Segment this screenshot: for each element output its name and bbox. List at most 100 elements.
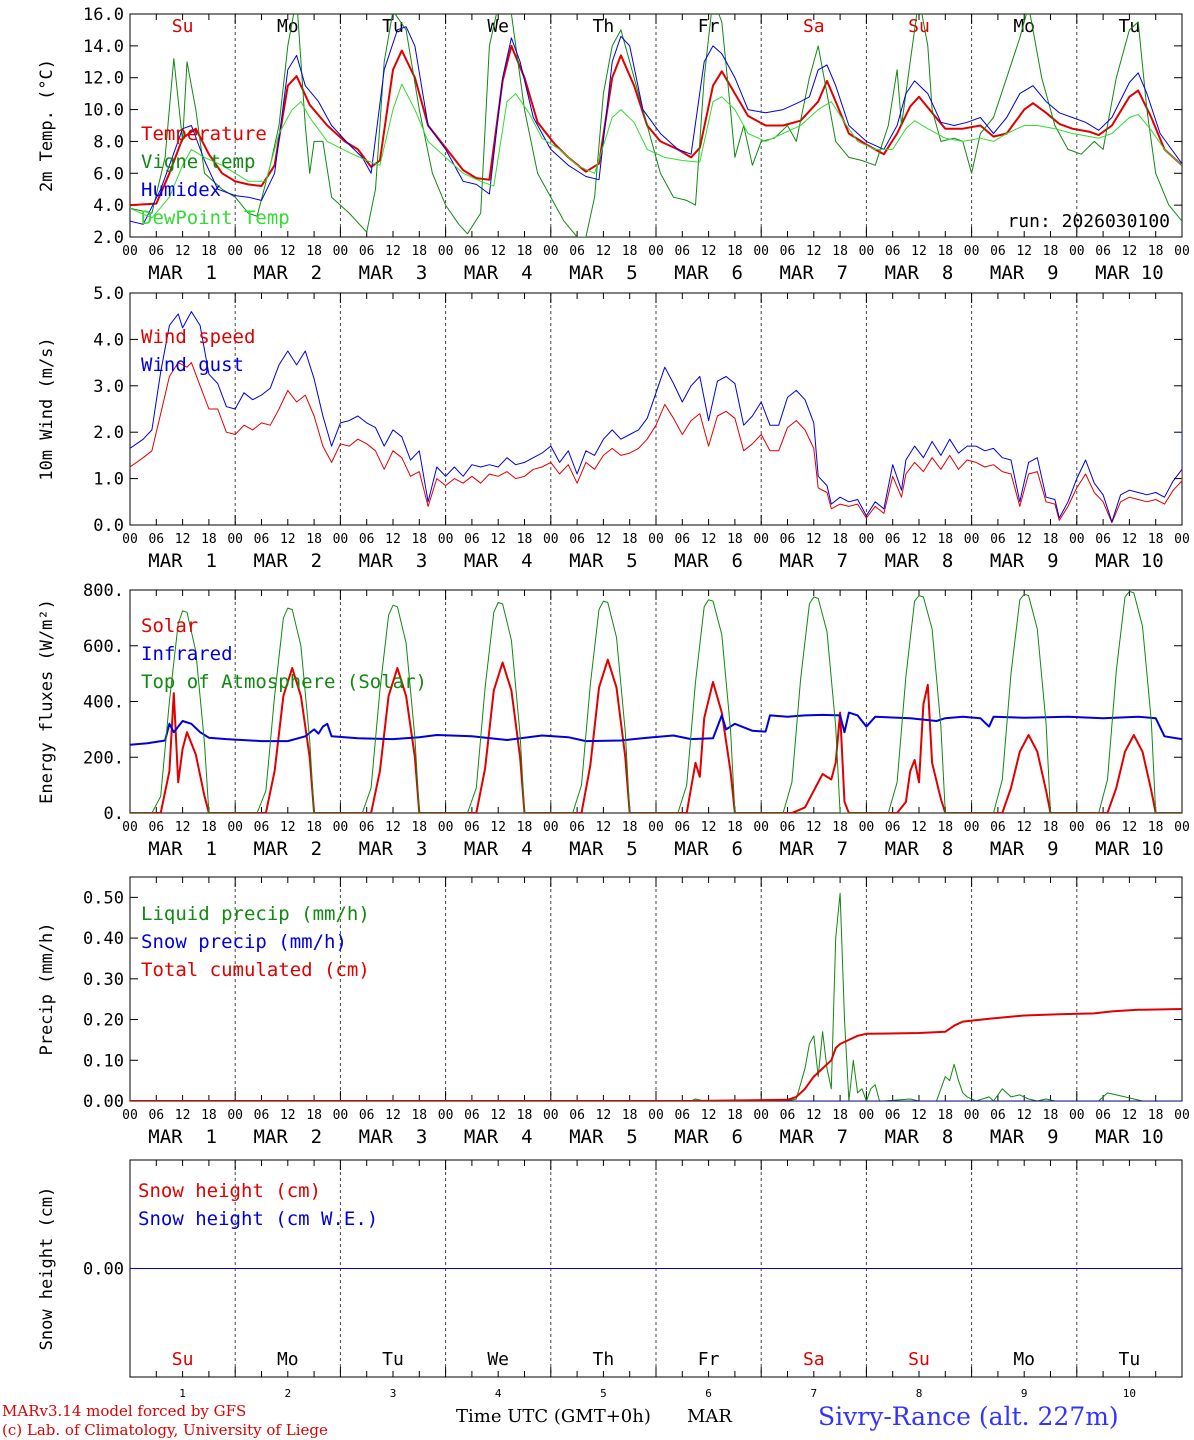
day-number: 7 bbox=[810, 1387, 817, 1400]
hour-tick-label: 12 bbox=[490, 1108, 506, 1123]
hour-tick-label: 06 bbox=[1095, 820, 1111, 835]
y-tick-label: 200. bbox=[83, 748, 124, 768]
hour-tick-label: 06 bbox=[674, 532, 690, 547]
hour-tick-label: 18 bbox=[622, 820, 638, 835]
legend-entry: Snow precip (mm/h) bbox=[141, 931, 347, 953]
hour-tick-label: 00 bbox=[859, 1108, 875, 1123]
hour-tick-label: 00 bbox=[859, 244, 875, 259]
hour-tick-label: 06 bbox=[359, 820, 375, 835]
weekday-label: We bbox=[487, 1349, 509, 1370]
hour-tick-label: 00 bbox=[227, 1108, 243, 1123]
hour-tick-label: 00 bbox=[122, 820, 138, 835]
legend-entry: Vigne temp bbox=[141, 151, 255, 173]
hour-tick-label: 00 bbox=[438, 1108, 454, 1123]
date-label: MAR 2 bbox=[253, 262, 322, 284]
y-axis-label: Snow height (cm) bbox=[37, 1187, 57, 1351]
hour-tick-label: 18 bbox=[937, 1108, 953, 1123]
hour-tick-label: 06 bbox=[148, 244, 164, 259]
hour-tick-label: 00 bbox=[122, 1108, 138, 1123]
panel-3: 0. 200. 400. 600. 800. Energy fluxes (W/m²) 00… bbox=[37, 581, 1190, 860]
station-name: Sivry-Rance (alt. 227m) bbox=[818, 1402, 1119, 1431]
weekday-label: Su bbox=[172, 16, 194, 37]
weekday-label: Sa bbox=[803, 1349, 825, 1370]
hour-tick-label: 12 bbox=[806, 1108, 822, 1123]
date-label: MAR 7 bbox=[779, 262, 848, 284]
date-label: MAR 6 bbox=[674, 262, 743, 284]
panel-5: 0.00 Snow height (cm) Su 1 Mo 2 Tu 3 We 4 Th 5 Fr 6 Sa… bbox=[37, 1159, 1183, 1400]
hour-tick-label: 12 bbox=[806, 244, 822, 259]
time-axis-label: Time UTC (GMT+0h) bbox=[456, 1406, 651, 1427]
hour-tick-label: 18 bbox=[411, 532, 427, 547]
y-tick-label: 6.0 bbox=[93, 164, 124, 184]
hour-tick-label: 12 bbox=[175, 820, 191, 835]
y-tick-label: 10.0 bbox=[83, 101, 124, 121]
hour-tick-label: 06 bbox=[1095, 1108, 1111, 1123]
date-label: MAR 8 bbox=[885, 262, 954, 284]
hour-tick-label: 12 bbox=[280, 532, 296, 547]
series-line-humidex bbox=[130, 26, 1182, 225]
weekday-label: Th bbox=[593, 16, 615, 37]
date-label: MAR 8 bbox=[885, 838, 954, 860]
hour-tick-label: 18 bbox=[832, 244, 848, 259]
hour-tick-label: 12 bbox=[806, 820, 822, 835]
y-tick-label: 4.0 bbox=[93, 196, 124, 216]
hour-tick-label: 12 bbox=[490, 820, 506, 835]
hour-tick-label: 12 bbox=[385, 532, 401, 547]
day-number: 6 bbox=[705, 1387, 712, 1400]
y-tick-label: 16.0 bbox=[83, 5, 124, 25]
series-line-solar bbox=[130, 658, 1182, 813]
hour-tick-label: 12 bbox=[175, 1108, 191, 1123]
day-number: 5 bbox=[600, 1387, 607, 1400]
hour-tick-label: 12 bbox=[701, 820, 717, 835]
hour-tick-label: 12 bbox=[596, 244, 612, 259]
y-tick-label: 2.0 bbox=[93, 228, 124, 248]
hour-tick-label: 00 bbox=[964, 1108, 980, 1123]
hour-tick-label: 18 bbox=[622, 532, 638, 547]
hour-tick-label: 18 bbox=[201, 532, 217, 547]
weekday-label: Sa bbox=[803, 16, 825, 37]
y-tick-label: 0. bbox=[104, 804, 124, 824]
hour-tick-label: 18 bbox=[201, 244, 217, 259]
panel-2: 0.0 1.0 2.0 3.0 4.0 5.0 10m Wind (m/s) 00 06 12 18… bbox=[37, 284, 1190, 572]
y-tick-label: 2.0 bbox=[93, 423, 124, 443]
y-tick-label: 12.0 bbox=[83, 69, 124, 89]
series-line-wind-gust bbox=[130, 311, 1182, 523]
hour-tick-label: 06 bbox=[148, 1108, 164, 1123]
hour-tick-label: 00 bbox=[227, 244, 243, 259]
hour-tick-label: 12 bbox=[911, 1108, 927, 1123]
hour-tick-label: 12 bbox=[1016, 820, 1032, 835]
hour-tick-label: 06 bbox=[359, 532, 375, 547]
legend-entry: Solar bbox=[141, 615, 198, 637]
weekday-label: Su bbox=[908, 1349, 930, 1370]
y-tick-label: 4.0 bbox=[93, 330, 124, 350]
hour-tick-label: 18 bbox=[727, 532, 743, 547]
y-tick-label: 0.30 bbox=[83, 970, 124, 990]
y-tick-label: 0.00 bbox=[83, 1260, 124, 1280]
time-axis-month: MAR bbox=[687, 1406, 732, 1427]
date-label: MAR 2 bbox=[253, 838, 322, 860]
legend-entry: Wind speed bbox=[141, 326, 255, 348]
day-number: 9 bbox=[1021, 1387, 1028, 1400]
run-label: run: 2026030100 bbox=[1007, 211, 1170, 232]
hour-tick-label: 06 bbox=[569, 1108, 585, 1123]
hour-tick-label: 06 bbox=[148, 532, 164, 547]
hour-tick-label: 18 bbox=[411, 1108, 427, 1123]
hour-tick-label: 06 bbox=[359, 244, 375, 259]
date-label: MAR 10 bbox=[1095, 1126, 1164, 1148]
panel-1: 2.0 4.0 6.0 8.0 10.0 12.0 14.0 16.0 2m Temp. (°C… bbox=[37, 5, 1190, 284]
hour-tick-label: 06 bbox=[674, 1108, 690, 1123]
hour-tick-label: 18 bbox=[517, 244, 533, 259]
hour-tick-label: 06 bbox=[990, 1108, 1006, 1123]
hour-tick-label: 00 bbox=[122, 244, 138, 259]
hour-tick-label: 06 bbox=[464, 820, 480, 835]
hour-tick-label: 00 bbox=[753, 820, 769, 835]
hour-tick-label: 06 bbox=[254, 244, 270, 259]
y-tick-label: 400. bbox=[83, 693, 124, 713]
series-line-total-cumulated-cm bbox=[130, 1008, 1182, 1101]
hour-tick-label: 06 bbox=[569, 244, 585, 259]
hour-tick-label: 06 bbox=[464, 1108, 480, 1123]
y-axis-label: 10m Wind (m/s) bbox=[37, 337, 57, 480]
y-tick-label: 1.0 bbox=[93, 470, 124, 490]
hour-tick-label: 06 bbox=[1095, 532, 1111, 547]
y-tick-label: 600. bbox=[83, 637, 124, 657]
